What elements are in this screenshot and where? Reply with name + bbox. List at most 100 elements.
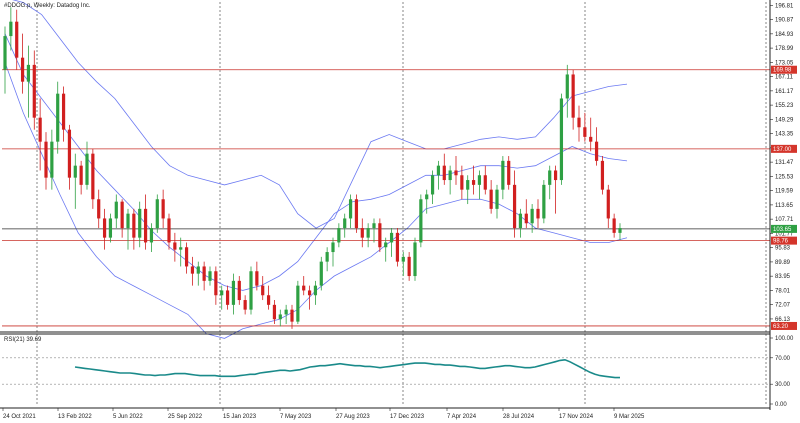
price-tag-label: 98.76	[773, 239, 789, 245]
y-tick-label: 119.59	[775, 189, 794, 195]
candle-body	[395, 232, 400, 262]
candle-body	[577, 117, 581, 128]
y-tick-label: 89.89	[775, 260, 791, 266]
y-tick-label: 113.65	[775, 203, 794, 209]
candle-body	[419, 199, 423, 243]
price-tag	[771, 144, 797, 153]
y-tick-label: 143.35	[775, 132, 794, 138]
y-tick-label: 78.01	[775, 288, 791, 294]
rsi-panel: 100.00 70.00 30.00 0.00	[2, 336, 794, 408]
candle-body	[272, 304, 277, 320]
candle-body	[436, 165, 441, 176]
price-tag	[771, 224, 797, 233]
candle-body	[307, 290, 312, 296]
candle-body	[190, 266, 195, 274]
price-tag-label: 63.20	[773, 324, 789, 330]
candle-body	[589, 136, 593, 142]
candle-body	[571, 74, 575, 118]
candle-body	[173, 242, 177, 250]
panel-frames	[0, 0, 771, 410]
candlestick-series	[3, 7, 622, 329]
candle-body	[389, 232, 394, 243]
candle-body	[85, 153, 89, 185]
y-tick-label: 178.99	[775, 46, 794, 52]
candle-body	[202, 266, 206, 281]
candle-body	[384, 242, 388, 248]
candle-body	[495, 189, 499, 209]
candle-body	[231, 280, 236, 305]
candle-body	[618, 228, 622, 233]
candle-body	[261, 285, 265, 296]
candle-body	[9, 21, 13, 37]
candle-body	[296, 285, 300, 322]
y-tick-label: 155.23	[775, 103, 794, 109]
candle-body	[442, 165, 446, 181]
candle-body	[565, 74, 569, 99]
price-tag	[771, 236, 797, 245]
candle-body	[343, 218, 347, 229]
candle-body	[448, 170, 452, 181]
candle-body	[32, 64, 36, 118]
candle-body	[553, 170, 558, 181]
y-tick-label: 131.47	[775, 160, 794, 166]
candle-body	[536, 208, 540, 219]
candle-body	[302, 285, 306, 291]
candle-body	[454, 170, 458, 176]
candle-body	[548, 170, 552, 185]
price-tag-label: 137.00	[773, 147, 792, 153]
candle-body	[471, 180, 476, 185]
candle-body	[501, 160, 505, 190]
x-tick-label: 13 Feb 2022	[58, 414, 92, 420]
y-tick-label: 190.87	[775, 18, 794, 24]
price-axis: 196.81 190.87 184.93 178.99 173.05 167.11 161.…	[770, 3, 794, 323]
candle-body	[15, 21, 19, 58]
x-tick-label: 7 May 2023	[280, 414, 312, 420]
candle-body	[208, 271, 212, 281]
candle-body	[507, 160, 511, 185]
price-tag	[771, 65, 797, 74]
candle-body	[132, 213, 136, 238]
y-tick-label: 125.53	[775, 174, 794, 180]
price-tag-label: 169.98	[773, 68, 792, 74]
x-tick-label: 25 Sep 2022	[168, 414, 203, 420]
candle-body	[155, 199, 159, 229]
candle-body	[143, 208, 148, 243]
candle-body	[278, 314, 282, 320]
y-tick-label: 161.17	[775, 89, 794, 95]
candle-body	[114, 201, 118, 219]
candle-body	[325, 252, 329, 262]
rsi-tick-label: 100.00	[775, 336, 794, 342]
candle-body	[108, 218, 113, 238]
candle-body	[26, 64, 31, 82]
candle-body	[518, 213, 523, 229]
candle-body	[407, 256, 411, 277]
candle-body	[61, 93, 66, 130]
x-tick-label: 9 Mar 2025	[614, 414, 645, 420]
candle-body	[167, 218, 171, 243]
candle-body	[102, 218, 107, 238]
x-tick-label: 17 Dec 2023	[390, 414, 425, 420]
y-tick-label: 107.71	[775, 217, 794, 223]
candle-body	[600, 160, 605, 190]
price-tag	[771, 321, 797, 330]
candle-body	[56, 93, 60, 142]
candle-body	[360, 228, 364, 238]
candle-body	[38, 117, 42, 142]
x-tick-label: 27 Aug 2023	[336, 414, 370, 420]
candle-body	[372, 223, 376, 229]
candle-body	[378, 223, 382, 248]
time-axis: 24 Oct 2021 13 Feb 2022 5 Jun 2022 25 Sep 2…	[2, 408, 645, 420]
rsi-tick-label: 30.00	[775, 382, 791, 388]
candle-body	[120, 201, 124, 229]
candle-body	[243, 300, 247, 310]
candle-body	[249, 271, 253, 310]
candle-body	[524, 213, 528, 224]
y-tick-label: 167.11	[775, 75, 794, 81]
candle-body	[79, 165, 83, 185]
candle-body	[401, 256, 405, 262]
x-tick-label: 5 Jun 2022	[113, 414, 143, 420]
candle-body	[44, 141, 48, 178]
candle-body	[319, 261, 323, 286]
y-tick-label: 66.13	[775, 317, 791, 323]
